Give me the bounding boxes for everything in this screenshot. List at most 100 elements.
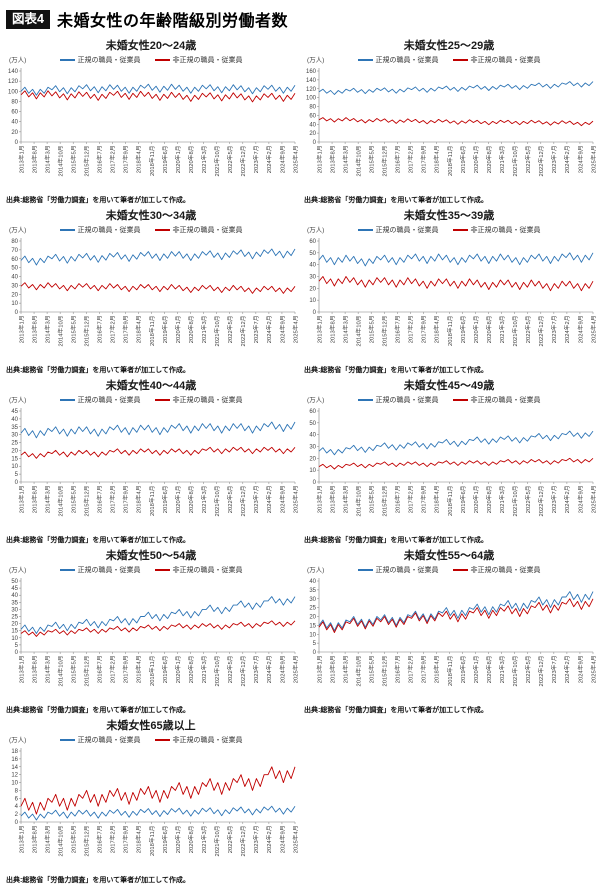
y-tick-label: 45 [11, 586, 18, 592]
x-tick-label: 2025年4月 [589, 656, 597, 684]
x-tick-label: 2020年1月 [472, 316, 480, 344]
x-tick-label: 2025年4月 [291, 486, 299, 514]
x-tick-label: 2014年3月 [43, 486, 51, 514]
x-tick-label: 2015年12月 [83, 146, 91, 177]
y-tick-label: 20 [11, 130, 18, 136]
y-tick-label: 25 [11, 441, 18, 447]
y-tick-label: 40 [309, 579, 316, 585]
x-tick-label: 2022年5月 [226, 656, 234, 684]
legend-line-nonregular-icon [452, 569, 468, 571]
x-tick-label: 2023年7月 [550, 486, 558, 514]
y-tick-label: 15 [309, 623, 316, 629]
legend-item-nonregular: 非正規の職員・従業員 [452, 565, 541, 575]
x-tick-label: 2017年2月 [109, 656, 117, 684]
legend-line-nonregular-icon [154, 59, 170, 61]
x-tick-label: 2015年12月 [83, 826, 91, 857]
legend-line-nonregular-icon [154, 399, 170, 401]
x-tick-label: 2022年5月 [524, 656, 532, 684]
y-tick-label: 60 [11, 257, 18, 263]
x-tick-label: 2023年7月 [252, 486, 260, 514]
x-tick-label: 2022年5月 [226, 145, 234, 173]
x-tick-label: 2023年7月 [252, 146, 260, 174]
y-tick-label: 60 [309, 113, 316, 119]
legend-line-regular-icon [59, 399, 75, 401]
source-note: 出典:総務省「労働力調査」を用いて筆者が加工して作成。 [6, 367, 190, 374]
x-tick-label: 2024年9月 [576, 656, 584, 684]
line-chart-canvas: 0 5 10 15 20 25 30 35 40 2013年1月 2013年8月 2014年3月 201… [309, 578, 597, 686]
x-tick-label: 2013年1月 [315, 146, 323, 174]
x-tick-label: 2018年4月 [433, 316, 441, 344]
y-tick-label: 15 [11, 629, 18, 635]
y-tick-label: 16 [11, 757, 18, 763]
x-tick-label: 2020年1月 [472, 146, 480, 174]
y-tick-label: 40 [309, 433, 316, 439]
y-tick-label: 10 [309, 468, 316, 474]
x-tick-label: 2023年7月 [550, 146, 558, 174]
x-tick-label: 2024年2月 [563, 146, 571, 174]
x-tick-label: 2021年3月 [200, 486, 208, 514]
y-tick-label: 0 [313, 310, 317, 316]
x-tick-label: 2017年2月 [109, 486, 117, 514]
x-tick-label: 2022年5月 [524, 316, 532, 344]
chart-legend: (万人) 正規の職員・従業員 非正規の職員・従業員 [300, 394, 598, 406]
source-note: 出典:総務省「労働力調査」を用いて筆者が加工して作成。 [6, 707, 190, 714]
legend-item-regular: 正規の職員・従業員 [59, 395, 141, 405]
y-tick-label: 0 [15, 820, 19, 826]
y-tick-label: 45 [11, 409, 18, 415]
x-tick-label: 2018年4月 [135, 146, 143, 174]
x-tick-label: 2018年4月 [135, 486, 143, 514]
y-tick-label: 80 [11, 99, 18, 105]
x-tick-label: 2025年4月 [291, 316, 299, 344]
line-chart-canvas: 0 20 40 60 80 100 120 140 2013年1月 2013年8月 2014年3月 2… [8, 68, 299, 177]
legend-line-regular-icon [59, 59, 75, 61]
x-tick-label: 2020年8月 [187, 656, 195, 684]
legend-line-regular-icon [357, 399, 373, 401]
x-tick-label: 2017年2月 [407, 486, 415, 514]
y-tick-label: 70 [11, 248, 18, 254]
source-note: 出典:総務省「労働力調査」を用いて筆者が加工して作成。 [6, 537, 190, 544]
x-tick-label: 2024年9月 [278, 656, 286, 684]
x-tick-label: 2013年8月 [328, 486, 336, 514]
y-axis-unit-label: (万人) [9, 227, 27, 234]
legend-label-regular: 正規の職員・従業員 [77, 57, 141, 64]
x-tick-label: 2020年1月 [174, 316, 182, 344]
x-tick-label: 2015年12月 [381, 486, 389, 517]
chart-legend: (万人) 正規の職員・従業員 非正規の職員・従業員 [2, 54, 300, 66]
x-tick-label: 2020年8月 [187, 486, 195, 514]
legend-item-nonregular: 非正規の職員・従業員 [452, 225, 541, 235]
source-note: 出典:総務省「労働力調査」を用いて筆者が加工して作成。 [304, 197, 488, 204]
x-tick-label: 2018年4月 [433, 486, 441, 514]
y-tick-label: 50 [309, 421, 316, 427]
x-tick-label: 2015年5月 [69, 486, 77, 514]
y-tick-label: 80 [11, 239, 18, 245]
chart-legend: (万人) 正規の職員・従業員 非正規の職員・従業員 [300, 564, 598, 576]
x-tick-label: 2021年10月 [511, 316, 519, 347]
legend-label-regular: 正規の職員・従業員 [77, 737, 141, 744]
y-tick-label: 60 [309, 409, 316, 415]
legend-label-nonregular: 非正規の職員・従業員 [172, 397, 243, 404]
x-tick-label: 2021年3月 [498, 486, 506, 514]
legend-line-nonregular-icon [154, 569, 170, 571]
chart-title: 未婚女性20〜24歳 [105, 40, 197, 52]
x-tick-label: 2017年2月 [407, 316, 415, 344]
y-tick-label: 25 [309, 606, 316, 612]
x-tick-label: 2015年5月 [69, 146, 77, 174]
legend-item-regular: 正規の職員・従業員 [357, 565, 439, 575]
x-tick-label: 2023年7月 [550, 656, 558, 684]
x-tick-label: 2018年4月 [135, 826, 143, 854]
x-tick-label: 2016年7月 [96, 486, 104, 514]
y-tick-label: 10 [11, 464, 18, 470]
series-line-regular [318, 252, 594, 267]
x-tick-label: 2019年6月 [459, 486, 467, 514]
x-tick-label: 2024年9月 [576, 146, 584, 174]
x-tick-label: 2014年10月 [56, 656, 64, 687]
y-tick-label: 35 [309, 588, 316, 594]
x-tick-label: 2020年8月 [485, 316, 493, 344]
legend-line-nonregular-icon [452, 399, 468, 401]
source-note: 出典:総務省「労働力調査」を用いて筆者が加工して作成。 [6, 197, 190, 204]
x-tick-label: 2022年12月 [239, 316, 247, 347]
y-tick-label: 4 [15, 804, 19, 810]
x-tick-label: 2014年3月 [43, 656, 51, 684]
x-tick-label: 2023年7月 [252, 316, 260, 344]
